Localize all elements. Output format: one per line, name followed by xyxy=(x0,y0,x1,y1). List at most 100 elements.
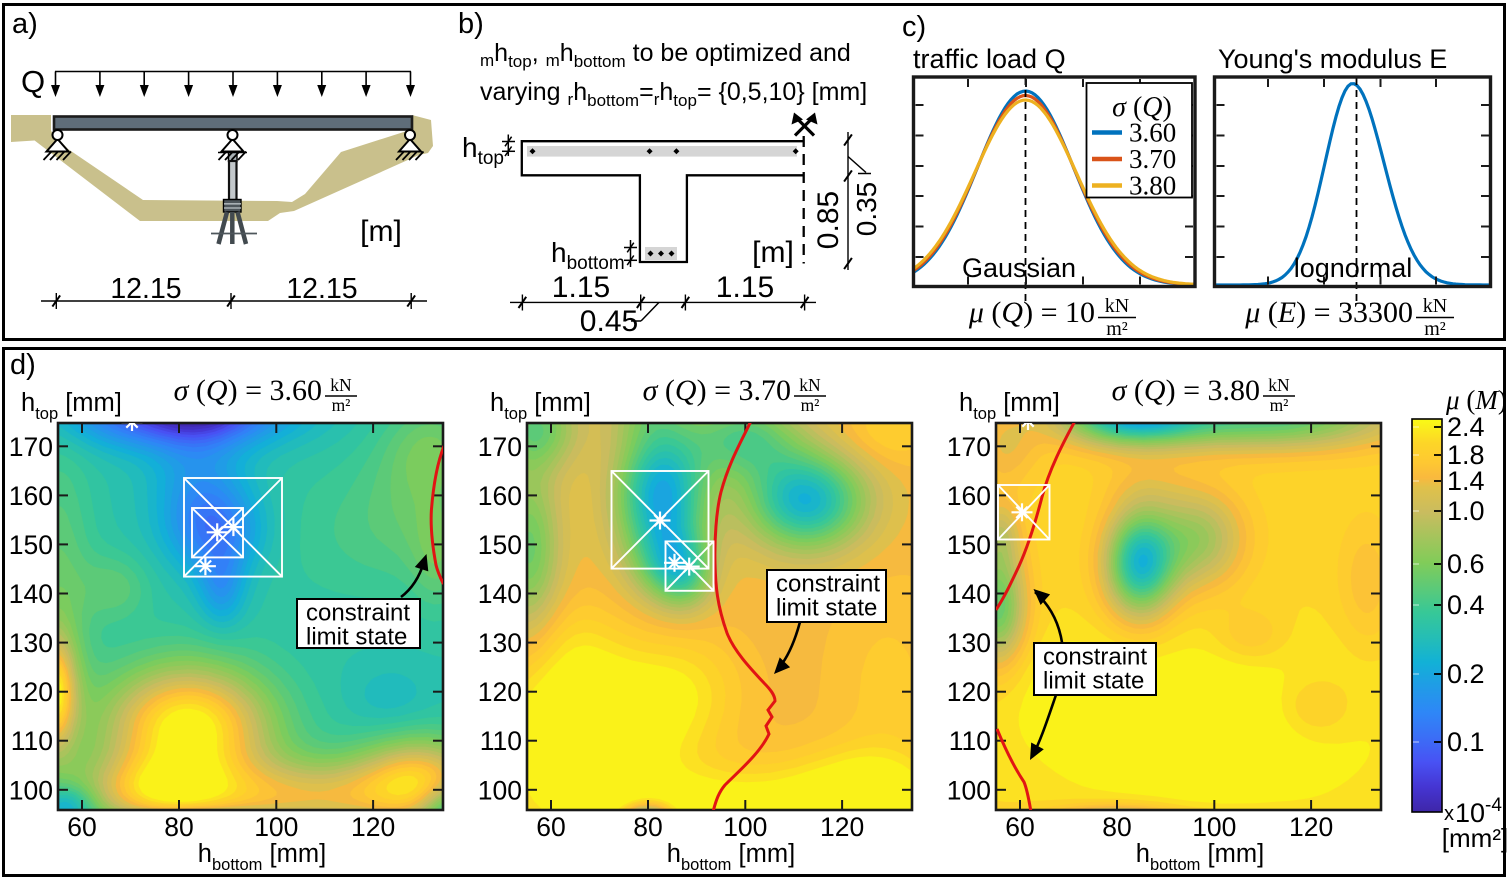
svg-text:0.4: 0.4 xyxy=(1447,590,1485,620)
svg-text:2.4: 2.4 xyxy=(1447,412,1485,442)
svg-text:μ (Q) = 10: μ (Q) = 10 xyxy=(968,296,1095,329)
svg-text:130: 130 xyxy=(478,628,522,658)
svg-text:traffic load Q: traffic load Q xyxy=(913,44,1066,74)
svg-text:kN: kN xyxy=(330,375,352,395)
svg-text:60: 60 xyxy=(536,812,565,842)
svg-text:160: 160 xyxy=(478,481,522,511)
svg-text:m²: m² xyxy=(332,395,351,415)
svg-text:[mm²]: [mm²] xyxy=(1442,823,1508,853)
svg-text:130: 130 xyxy=(947,628,991,658)
svg-text:100: 100 xyxy=(9,775,53,805)
svg-text:0.85: 0.85 xyxy=(812,191,845,249)
svg-text:a): a) xyxy=(12,8,38,40)
svg-text:170: 170 xyxy=(478,432,522,462)
svg-text:140: 140 xyxy=(9,579,53,609)
svg-text:120: 120 xyxy=(9,677,53,707)
svg-text:constraint: constraint xyxy=(776,571,880,598)
svg-text:80: 80 xyxy=(164,812,193,842)
svg-text:σ (Q): σ (Q) xyxy=(1112,92,1172,123)
svg-text:hbottom [mm]: hbottom [mm] xyxy=(198,840,326,874)
svg-text:100: 100 xyxy=(254,812,298,842)
svg-text:htop [mm]: htop [mm] xyxy=(21,389,122,423)
svg-text:100: 100 xyxy=(1192,812,1236,842)
svg-text:hbottom: hbottom xyxy=(551,237,625,274)
svg-text:120: 120 xyxy=(478,677,522,707)
svg-text:12.15: 12.15 xyxy=(286,273,357,305)
svg-text:m²: m² xyxy=(1270,395,1289,415)
svg-text:160: 160 xyxy=(947,481,991,511)
svg-text:3.80: 3.80 xyxy=(1129,171,1176,201)
svg-text:Young's modulus E: Young's modulus E xyxy=(1218,44,1447,74)
svg-text:limit state: limit state xyxy=(1043,668,1144,695)
svg-text:130: 130 xyxy=(9,628,53,658)
svg-text:150: 150 xyxy=(478,530,522,560)
svg-text:0.2: 0.2 xyxy=(1447,659,1485,689)
svg-text:120: 120 xyxy=(820,812,864,842)
svg-text:σ (Q) = 3.60: σ (Q) = 3.60 xyxy=(174,374,322,407)
svg-text:60: 60 xyxy=(67,812,96,842)
svg-text:hbottom [mm]: hbottom [mm] xyxy=(1136,840,1264,874)
svg-text:Gaussian: Gaussian xyxy=(962,253,1076,283)
svg-text:3.60: 3.60 xyxy=(1129,118,1176,148)
svg-text:170: 170 xyxy=(9,432,53,462)
svg-text:kN: kN xyxy=(1268,375,1290,395)
svg-text:htop: htop xyxy=(462,132,504,169)
svg-text:0.6: 0.6 xyxy=(1447,549,1485,579)
svg-text:140: 140 xyxy=(478,579,522,609)
svg-text:limit state: limit state xyxy=(306,624,407,651)
svg-text:lognormal: lognormal xyxy=(1294,253,1413,283)
svg-text:120: 120 xyxy=(351,812,395,842)
svg-text:140: 140 xyxy=(947,579,991,609)
svg-text:12.15: 12.15 xyxy=(110,273,181,305)
svg-text:constraint: constraint xyxy=(1043,644,1147,671)
svg-text:m²: m² xyxy=(801,395,820,415)
svg-text:0.45: 0.45 xyxy=(580,305,638,338)
svg-text:60: 60 xyxy=(1005,812,1034,842)
svg-text:m²: m² xyxy=(1424,318,1446,340)
svg-text:varying rhbottom=rhtop= {0,5,1: varying rhbottom=rhtop= {0,5,10} [mm] xyxy=(480,78,867,110)
svg-text:b): b) xyxy=(458,8,484,40)
svg-text:σ (Q) = 3.70: σ (Q) = 3.70 xyxy=(643,374,791,407)
svg-text:0.1: 0.1 xyxy=(1447,727,1485,757)
svg-text:constraint: constraint xyxy=(306,600,410,627)
svg-text:htop [mm]: htop [mm] xyxy=(490,389,591,423)
svg-text:100: 100 xyxy=(478,775,522,805)
svg-text:μ (M): μ (M) xyxy=(1445,385,1507,415)
svg-text:1.8: 1.8 xyxy=(1447,440,1485,470)
svg-text:1.15: 1.15 xyxy=(552,271,610,304)
svg-text:150: 150 xyxy=(9,530,53,560)
svg-text:80: 80 xyxy=(1102,812,1131,842)
svg-text:3.70: 3.70 xyxy=(1129,144,1176,174)
svg-text:μ (E) = 33300: μ (E) = 33300 xyxy=(1244,296,1413,329)
svg-text:limit state: limit state xyxy=(776,595,877,622)
svg-text:110: 110 xyxy=(480,726,522,756)
svg-text:mhtop, mhbottom to be optimize: mhtop, mhbottom to be optimized and xyxy=(480,39,851,71)
svg-text:1.4: 1.4 xyxy=(1447,466,1485,496)
svg-text:kN: kN xyxy=(1423,295,1447,317)
svg-text:hbottom [mm]: hbottom [mm] xyxy=(667,840,795,874)
svg-text:110: 110 xyxy=(11,726,53,756)
svg-text:1.0: 1.0 xyxy=(1447,496,1485,526)
svg-text:110: 110 xyxy=(949,726,991,756)
svg-text:120: 120 xyxy=(947,677,991,707)
svg-text:100: 100 xyxy=(723,812,767,842)
svg-text:d): d) xyxy=(10,349,36,381)
svg-text:150: 150 xyxy=(947,530,991,560)
svg-text:Q: Q xyxy=(21,64,45,99)
svg-text:170: 170 xyxy=(947,432,991,462)
svg-text:160: 160 xyxy=(9,481,53,511)
svg-text:100: 100 xyxy=(947,775,991,805)
svg-text:kN: kN xyxy=(1105,295,1129,317)
svg-text:htop [mm]: htop [mm] xyxy=(959,389,1060,423)
svg-text:[m]: [m] xyxy=(752,236,794,269)
svg-text:0.35: 0.35 xyxy=(851,182,882,237)
svg-text:[m]: [m] xyxy=(360,215,402,248)
svg-text:x: x xyxy=(1444,803,1454,825)
svg-text:1.15: 1.15 xyxy=(716,271,774,304)
svg-text:kN: kN xyxy=(799,375,821,395)
svg-text:120: 120 xyxy=(1289,812,1333,842)
svg-text:m²: m² xyxy=(1106,318,1128,340)
svg-text:80: 80 xyxy=(633,812,662,842)
svg-text:c): c) xyxy=(902,11,926,43)
svg-text:σ (Q) = 3.80: σ (Q) = 3.80 xyxy=(1112,374,1260,407)
